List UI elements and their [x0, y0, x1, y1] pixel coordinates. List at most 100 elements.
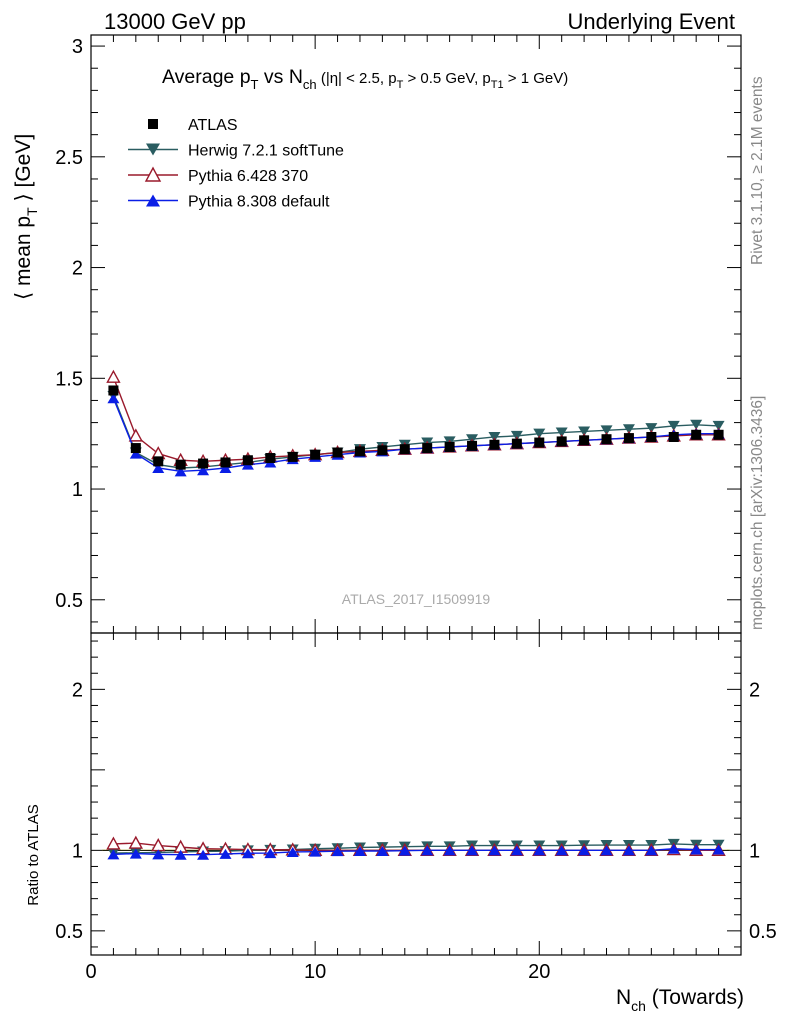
- main-data-point: [467, 440, 478, 451]
- main-data-point: [712, 420, 725, 431]
- main-data-point: [377, 445, 388, 456]
- ratio-y-tick-label-right: 2: [749, 679, 760, 701]
- ratio-data-point: [712, 844, 725, 855]
- ratio-data-point: [129, 848, 142, 859]
- main-data-point: [287, 451, 298, 462]
- main-data-point: [691, 429, 702, 440]
- ratio-data-point: [600, 845, 613, 856]
- main-data-point: [690, 419, 703, 430]
- ratio-data-point: [667, 843, 680, 854]
- legend-entry-label: Pythia 6.428 370: [188, 168, 308, 185]
- main-data-point: [198, 458, 209, 469]
- main-data-point: [489, 439, 500, 450]
- ratio-data-point: [622, 845, 635, 856]
- main-data-point: [645, 423, 658, 434]
- mcplots-label: mcplots.cern.ch [arXiv:1306.3436]: [749, 396, 766, 630]
- main-data-point: [242, 455, 253, 466]
- ratio-data-point: [107, 849, 120, 860]
- ratio-data-point: [152, 849, 165, 860]
- main-data-point: [108, 385, 119, 396]
- ratio-data-point: [398, 845, 411, 856]
- main-data-point: [533, 428, 546, 439]
- ratio-data-point: [309, 846, 322, 857]
- main-plot: 0.5 1 1.5 2 2.5 3 Average pT vs Nch (|η| < 2.…: [12, 34, 742, 634]
- main-series-line: [112, 395, 719, 469]
- main-data-point: [197, 465, 210, 476]
- main-data-point: [622, 424, 635, 435]
- main-data-point: [354, 446, 365, 457]
- main-data-point: [601, 434, 612, 445]
- legend-marker: [148, 119, 158, 129]
- main-y-tick-label: 1: [72, 479, 83, 501]
- ratio-data-point: [353, 845, 366, 856]
- ratio-y-tick-label: 0.5: [55, 921, 83, 943]
- legend-entry-label: ATLAS: [188, 117, 238, 134]
- legend-marker: [144, 166, 162, 182]
- ratio-data-point: [421, 845, 434, 856]
- ratio-data-point: [286, 846, 299, 857]
- x-axis-label: Nch (Towards): [616, 986, 744, 1014]
- ratio-data-point: [645, 845, 658, 856]
- main-data-point: [600, 425, 613, 436]
- main-data-point: [578, 426, 591, 437]
- main-y-tick-label: 0.5: [55, 590, 83, 612]
- main-data-point: [534, 437, 545, 448]
- x-tick-label: 20: [528, 961, 550, 983]
- header-right-label: Underlying Event: [567, 9, 735, 34]
- main-data-point: [555, 427, 568, 438]
- main-data-point: [399, 444, 410, 455]
- ratio-data-point: [331, 846, 344, 857]
- main-data-point: [556, 436, 567, 447]
- x-tick-label: 0: [85, 961, 96, 983]
- legend-entry-label: Pythia 8.308 default: [188, 194, 330, 211]
- ratio-data-point: [443, 845, 456, 856]
- ratio-y-tick-label: 1: [72, 840, 83, 862]
- ratio-data-point: [128, 835, 144, 849]
- main-data-point: [107, 393, 120, 404]
- ratio-data-point: [555, 845, 568, 856]
- main-data-point: [646, 431, 657, 442]
- x-tick-label: 10: [304, 961, 326, 983]
- main-data-point: [488, 431, 501, 442]
- ratio-series-line: [113, 848, 719, 856]
- main-data-point: [332, 447, 343, 458]
- main-data-point: [579, 435, 590, 446]
- main-data-point: [152, 462, 165, 473]
- header-left-label: 13000 GeV pp: [104, 9, 246, 34]
- main-data-point: [174, 466, 187, 477]
- ratio-data-point: [690, 844, 703, 855]
- main-data-point: [623, 433, 634, 444]
- main-y-tick-label: 2: [72, 258, 83, 280]
- ratio-series-group: [102, 835, 730, 860]
- main-data-point: [153, 456, 164, 467]
- ratio-y-tick-label-right: 0.5: [749, 921, 777, 943]
- main-data-point: [444, 441, 455, 452]
- ratio-y-tick-label-right: 1: [749, 840, 760, 862]
- main-data-point: [128, 428, 144, 442]
- ratio-plot-frame: [90, 632, 742, 956]
- main-data-point: [219, 462, 232, 473]
- watermark-label: ATLAS_2017_I1509919: [342, 591, 491, 607]
- main-y-tick-label: 2.5: [55, 147, 83, 169]
- main-data-point: [510, 430, 523, 441]
- ratio-data-point: [241, 848, 254, 859]
- main-y-axis-label: ⟨ mean pT ⟩ [GeV]: [12, 134, 40, 300]
- main-data-point: [265, 453, 276, 464]
- ratio-data-point: [466, 845, 479, 856]
- ratio-data-point: [219, 848, 232, 859]
- main-data-point: [511, 438, 522, 449]
- main-data-point: [175, 459, 186, 470]
- main-data-point: [130, 443, 141, 454]
- main-y-tick-label: 3: [72, 36, 83, 58]
- main-data-point: [713, 429, 724, 440]
- legend-entry-label: Herwig 7.2.1 softTune: [188, 143, 344, 160]
- main-data-point: [667, 420, 680, 431]
- ratio-y-tick-label: 2: [72, 679, 83, 701]
- main-series-group: [106, 369, 726, 477]
- main-y-tick-label: 1.5: [55, 368, 83, 390]
- legend-marker: [146, 194, 160, 207]
- ratio-plot: 0.5 0.51 12 20 10 20 Ratio to ATLAS: [25, 632, 777, 983]
- ratio-data-point: [174, 849, 187, 860]
- rivet-label: Rivet 3.1.10, ≥ 2.1M events: [749, 76, 766, 265]
